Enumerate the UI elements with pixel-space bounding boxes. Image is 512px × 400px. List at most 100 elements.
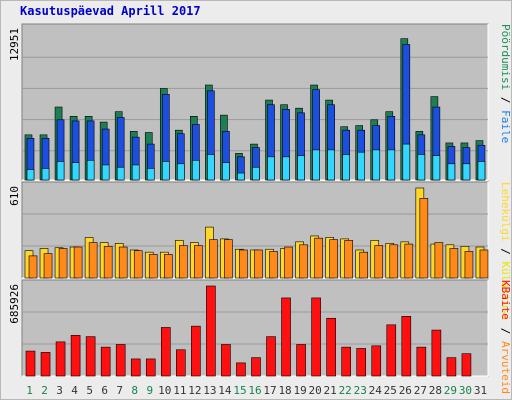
day-label: 26 (399, 384, 412, 397)
visits-bar (179, 245, 188, 279)
files-cyan-bar (447, 163, 456, 181)
day-label: 4 (71, 384, 78, 397)
visits-bar (299, 244, 308, 279)
kbytes-bar (40, 352, 51, 377)
visits-bar (224, 239, 233, 279)
kbytes-bar (55, 341, 66, 377)
day-label: 2 (41, 384, 48, 397)
day-label: 31 (474, 384, 487, 397)
kbytes-bar (145, 358, 156, 377)
day-label: 27 (414, 384, 427, 397)
day-label: 14 (218, 384, 232, 397)
files-cyan-bar (161, 161, 170, 181)
kbytes-bar (326, 317, 336, 377)
day-label: 7 (116, 384, 123, 397)
files-cyan-bar (26, 169, 35, 181)
files-cyan-bar (267, 156, 275, 181)
files-cyan-bar (86, 160, 95, 181)
files-cyan-bar (312, 149, 320, 181)
files-cyan-bar (372, 149, 381, 181)
visits-bar (163, 254, 173, 279)
visits-bar (148, 254, 158, 279)
kbytes-bar (100, 346, 111, 377)
legend-text: KBaite (499, 280, 512, 320)
visits-bar (194, 245, 203, 279)
visits-bar (479, 249, 489, 279)
files-cyan-bar (71, 162, 80, 181)
kbytes-bar (115, 344, 126, 377)
kbytes-bar (356, 348, 367, 377)
legend-pages: Lehekülgi (499, 182, 512, 242)
kbytes-bar (371, 345, 382, 377)
day-label: 9 (146, 384, 153, 397)
kbytes-max-label: 685926 (8, 284, 21, 324)
visits-bar (133, 250, 143, 279)
visits-bar (239, 249, 248, 279)
day-label: 20 (309, 384, 322, 397)
files-cyan-bar (146, 168, 155, 181)
files-cyan-bar (237, 172, 245, 181)
day-label: 13 (203, 384, 216, 397)
visits-bar (449, 248, 459, 279)
day-label: 30 (459, 384, 472, 397)
legend-files: Faile (499, 110, 512, 143)
legend-text: Lehekülgi / Külastusi / Arvuteid (499, 182, 512, 394)
legend-hits: Pöördumisi / Faile (499, 24, 512, 143)
kbytes-bar (236, 362, 246, 377)
day-label: 8 (131, 384, 138, 397)
day-label: 16 (248, 384, 261, 397)
pages-max-label: 610 (8, 186, 21, 206)
legend-pages: Lehekülgi / Külastusi / Arvuteid (499, 182, 512, 394)
visits-bar (329, 239, 338, 279)
legend-kbytes: KBaite (499, 280, 512, 320)
kbytes-bar (70, 335, 81, 377)
files-cyan-bar (56, 161, 65, 181)
files-cyan-bar (177, 163, 185, 181)
legend-kbytes: KBaite (499, 280, 512, 320)
visits-bar (58, 248, 68, 279)
day-label: 5 (86, 384, 93, 397)
kbytes-bar (191, 325, 201, 377)
day-label: 28 (429, 384, 442, 397)
day-label: 25 (384, 384, 397, 397)
day-label: 17 (263, 384, 276, 397)
kbytes-bar (341, 346, 351, 377)
files-cyan-bar (417, 154, 426, 181)
kbytes-bar (160, 327, 171, 377)
visits-bar (28, 255, 38, 279)
files-cyan-bar (101, 164, 110, 181)
files-cyan-bar (131, 164, 140, 181)
files-cyan-bar (252, 166, 260, 181)
legend-visits: Külastusi (499, 261, 512, 321)
visits-bar (404, 243, 414, 279)
hits-max-label: 12951 (8, 28, 21, 61)
day-label: 19 (293, 384, 306, 397)
kbytes-bar (386, 324, 397, 377)
files-cyan-bar (402, 143, 411, 181)
kbytes-bar (85, 336, 96, 377)
files-cyan-bar (116, 166, 125, 181)
files-cyan-bar (41, 168, 50, 181)
day-label: 18 (278, 384, 291, 397)
visits-bar (284, 246, 293, 279)
files-cyan-bar (222, 162, 230, 181)
visits-bar (344, 240, 353, 279)
visits-bar (314, 237, 323, 279)
legend-hits: Pöördumisi (499, 24, 512, 90)
visits-bar (419, 198, 429, 279)
files-cyan-bar (192, 160, 200, 181)
files-cyan-bar (387, 149, 396, 181)
x-axis-day-labels: 1 2 3 4 5 6 7 8 9 10 11 12 13 14 15 16 17 18 19 20 21 22 23 24 2… (26, 384, 487, 397)
day-label: 10 (158, 384, 171, 397)
day-label: 23 (354, 384, 367, 397)
visits-bar (464, 251, 474, 279)
day-label: 15 (233, 384, 246, 397)
files-cyan-bar (477, 161, 486, 181)
files-cyan-bar (342, 154, 350, 181)
files-cyan-bar (357, 151, 366, 181)
visits-bar (209, 239, 218, 279)
day-label: 12 (188, 384, 201, 397)
kbytes-bar (221, 344, 231, 377)
chart-title: Kasutuspäevad Aprill 2017 (20, 4, 201, 18)
